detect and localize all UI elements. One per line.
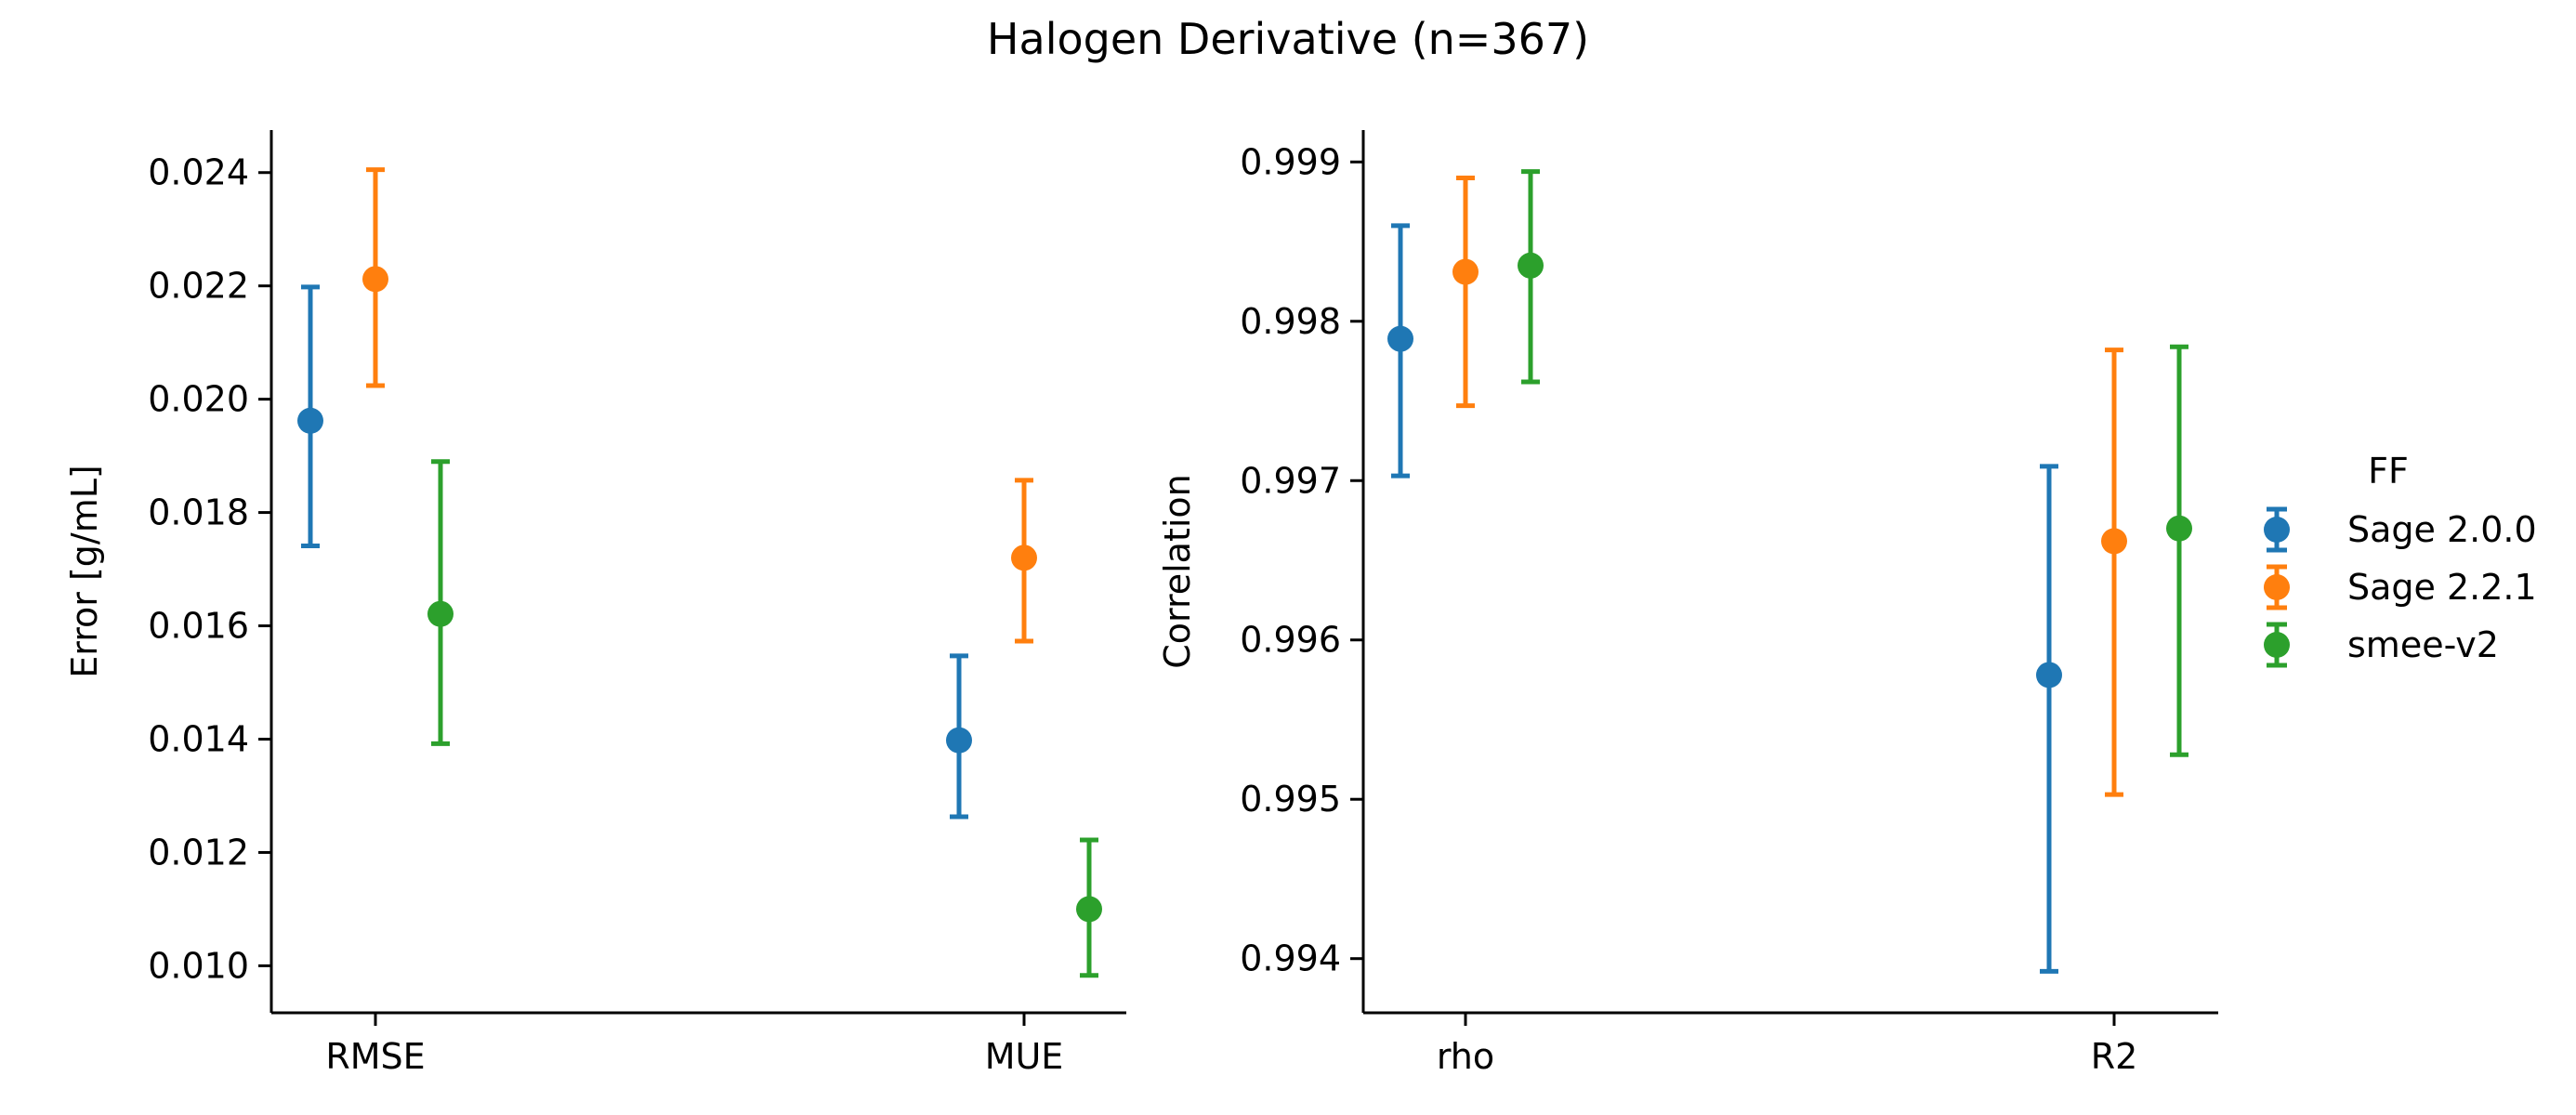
data-point: [1076, 896, 1102, 923]
legend-item: smee-v2: [2264, 622, 2499, 668]
x-tick-label: MUE: [985, 1036, 1064, 1077]
y-tick-label: 0.018: [148, 492, 249, 533]
legend-item: Sage 2.0.0: [2264, 506, 2537, 553]
y-axis-label: Correlation: [1157, 474, 1198, 669]
y-tick-label: 0.997: [1240, 460, 1341, 501]
data-point: [1452, 258, 1479, 285]
y-tick-label: 0.999: [1240, 141, 1341, 182]
data-point: [2166, 515, 2192, 542]
legend-title: FF: [2368, 451, 2409, 492]
y-tick-label: 0.010: [148, 945, 249, 986]
y-tick-label: 0.994: [1240, 938, 1341, 979]
y-tick-label: 0.998: [1240, 301, 1341, 342]
y-tick-label: 0.996: [1240, 620, 1341, 661]
legend-label: Sage 2.2.1: [2347, 567, 2537, 608]
legend-label: smee-v2: [2347, 624, 2499, 665]
data-point: [1518, 252, 1544, 279]
data-point: [362, 266, 388, 293]
data-point: [946, 727, 972, 754]
y-tick-label: 0.020: [148, 379, 249, 420]
data-point: [427, 600, 453, 627]
legend-marker: [2264, 574, 2290, 600]
y-tick-label: 0.016: [148, 606, 249, 647]
y-tick-label: 0.024: [148, 152, 249, 193]
error-panel: 0.010 0.012 0.014 0.016 0.018 0.020 0.022 0.024…: [64, 130, 1126, 1077]
data-point: [297, 407, 323, 434]
y-axis-label: Error [g/mL]: [64, 465, 105, 677]
data-point: [2036, 662, 2062, 689]
x-tick-label: RMSE: [325, 1036, 425, 1077]
legend-label: Sage 2.0.0: [2347, 509, 2537, 550]
legend-item: Sage 2.2.1: [2264, 564, 2537, 610]
data-point: [1011, 544, 1037, 571]
chart-title: Halogen Derivative (n=367): [987, 14, 1589, 64]
y-tick-label: 0.012: [148, 832, 249, 872]
x-tick-label: R2: [2091, 1036, 2138, 1077]
legend-marker: [2264, 632, 2290, 658]
y-tick-label: 0.995: [1240, 779, 1341, 820]
correlation-panel: 0.994 0.995 0.996 0.997 0.998 0.999 rho R2 Corre…: [1157, 130, 2218, 1077]
data-point: [1387, 325, 1413, 352]
x-tick-label: rho: [1437, 1036, 1494, 1077]
y-tick-label: 0.014: [148, 718, 249, 759]
data-point: [2101, 528, 2127, 555]
legend-marker: [2264, 517, 2290, 543]
legend: FF Sage 2.0.0 Sage 2.2.1 smee-v2: [2264, 451, 2537, 668]
y-tick-label: 0.022: [148, 266, 249, 307]
